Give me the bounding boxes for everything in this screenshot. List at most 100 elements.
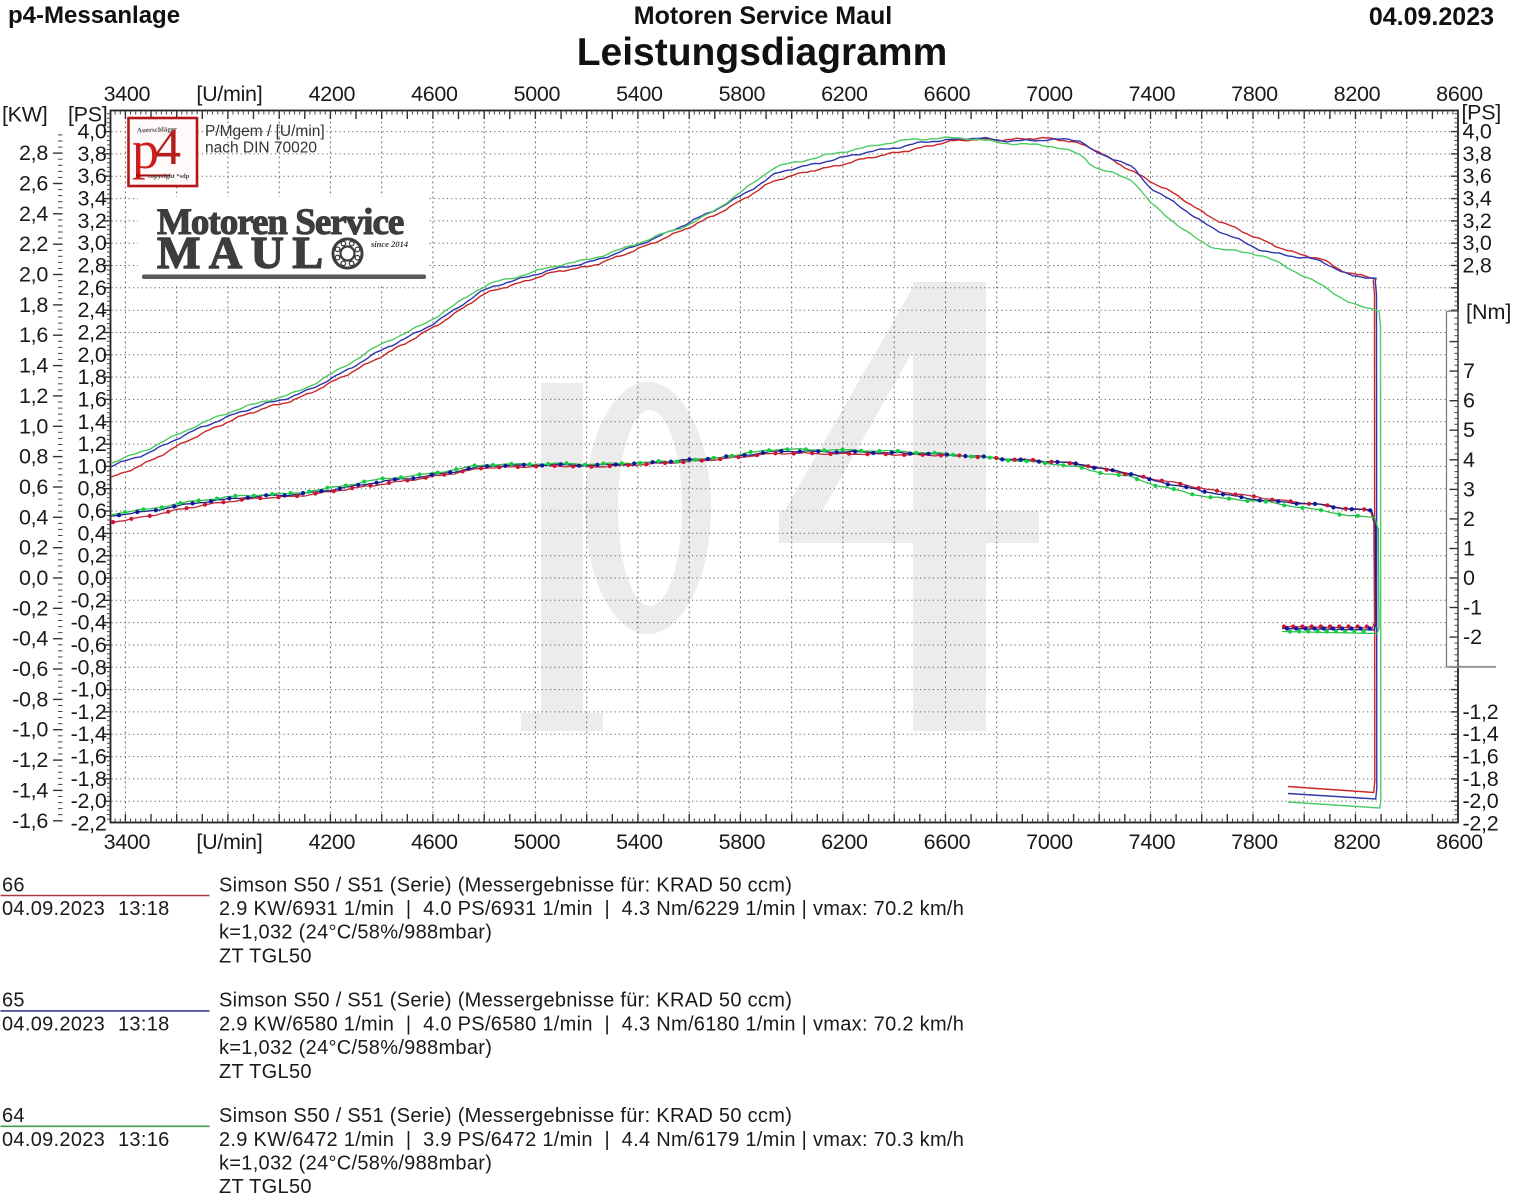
svg-text:2,8: 2,8 — [1463, 254, 1492, 278]
svg-text:0,8: 0,8 — [78, 477, 107, 501]
svg-text:1,0: 1,0 — [78, 454, 107, 478]
svg-text:-1,6: -1,6 — [12, 809, 48, 833]
svg-text:copyright *sdp: copyright *sdp — [148, 173, 190, 180]
svg-text:8200: 8200 — [1334, 830, 1381, 854]
svg-text:3400: 3400 — [104, 830, 151, 854]
svg-text:65: 65 — [2, 990, 25, 1012]
svg-text:4200: 4200 — [309, 830, 356, 854]
svg-text:-0,2: -0,2 — [12, 596, 48, 620]
svg-text:-1,4: -1,4 — [1463, 722, 1499, 746]
svg-text:13:16: 13:16 — [118, 1129, 170, 1151]
svg-text:2,6: 2,6 — [19, 172, 48, 196]
svg-text:2,6: 2,6 — [78, 276, 107, 300]
svg-text:1,4: 1,4 — [19, 354, 48, 378]
svg-text:7800: 7800 — [1231, 82, 1278, 106]
svg-text:3,4: 3,4 — [1463, 187, 1492, 211]
svg-text:-1,2: -1,2 — [1463, 700, 1499, 724]
svg-text:-0,4: -0,4 — [71, 611, 107, 635]
svg-text:66: 66 — [2, 874, 25, 896]
svg-text:1,6: 1,6 — [78, 387, 107, 411]
svg-text:ZT TGL50: ZT TGL50 — [219, 945, 312, 967]
svg-text:0,4: 0,4 — [19, 505, 48, 529]
svg-text:4: 4 — [1463, 448, 1475, 472]
svg-text:Simson S50 / S51 (Serie) (Mess: Simson S50 / S51 (Serie) (Messergebnisse… — [219, 874, 792, 896]
svg-text:6: 6 — [1463, 389, 1475, 413]
svg-text:1,2: 1,2 — [78, 432, 107, 456]
svg-text:1,0: 1,0 — [19, 414, 48, 438]
svg-text:2,4: 2,4 — [19, 202, 48, 226]
svg-text:0,0: 0,0 — [78, 566, 107, 590]
svg-text:1,6: 1,6 — [19, 323, 48, 347]
svg-text:P/Mgem / [U/min]: P/Mgem / [U/min] — [205, 123, 325, 140]
svg-text:-1,0: -1,0 — [71, 678, 107, 702]
svg-text:Auerschläger: Auerschläger — [137, 125, 177, 134]
svg-text:4: 4 — [155, 119, 181, 176]
svg-text:3,2: 3,2 — [78, 209, 107, 233]
svg-text:0: 0 — [1463, 566, 1475, 590]
svg-text:[U/min]: [U/min] — [196, 830, 262, 854]
svg-text:1,8: 1,8 — [19, 293, 48, 317]
svg-text:3: 3 — [1463, 477, 1475, 501]
svg-text:4,0: 4,0 — [1463, 120, 1492, 144]
svg-text:2,8: 2,8 — [19, 141, 48, 165]
svg-text:nach DIN 70020: nach DIN 70020 — [205, 140, 317, 157]
svg-text:ZT TGL50: ZT TGL50 — [219, 1061, 312, 1083]
svg-text:3,2: 3,2 — [1463, 209, 1492, 233]
svg-text:3400: 3400 — [104, 82, 151, 106]
svg-text:2,2: 2,2 — [19, 232, 48, 256]
svg-text:-1,6: -1,6 — [71, 745, 107, 769]
svg-text:7000: 7000 — [1026, 82, 1073, 106]
svg-text:-2,0: -2,0 — [71, 789, 107, 813]
svg-text:6600: 6600 — [924, 830, 971, 854]
svg-text:Motoren Service Maul: Motoren Service Maul — [634, 2, 892, 30]
svg-text:1,4: 1,4 — [78, 410, 107, 434]
svg-text:-0,6: -0,6 — [12, 657, 48, 681]
svg-text:[PS]: [PS] — [1462, 101, 1501, 125]
svg-text:k=1,032 (24°C/58%/988mbar): k=1,032 (24°C/58%/988mbar) — [219, 1153, 492, 1175]
svg-text:64: 64 — [2, 1105, 25, 1127]
svg-text:3,0: 3,0 — [78, 231, 107, 255]
svg-text:0,0: 0,0 — [19, 566, 48, 590]
svg-text:Leistungsdiagramm: Leistungsdiagramm — [577, 31, 948, 74]
svg-text:p: p — [132, 120, 159, 180]
svg-text:-1,8: -1,8 — [1463, 767, 1499, 791]
svg-text:8600: 8600 — [1436, 82, 1483, 106]
svg-text:[KW]: [KW] — [2, 103, 47, 127]
svg-text:8600: 8600 — [1436, 830, 1483, 854]
svg-text:7400: 7400 — [1129, 82, 1176, 106]
svg-text:-2,2: -2,2 — [1463, 812, 1499, 836]
svg-text:7400: 7400 — [1129, 830, 1176, 854]
svg-text:3,6: 3,6 — [1463, 164, 1492, 188]
svg-text:-0,8: -0,8 — [71, 655, 107, 679]
svg-text:4600: 4600 — [411, 830, 458, 854]
svg-text:k=1,032 (24°C/58%/988mbar): k=1,032 (24°C/58%/988mbar) — [219, 922, 492, 944]
svg-text:-1,4: -1,4 — [71, 722, 107, 746]
svg-text:0,2: 0,2 — [78, 544, 107, 568]
svg-text:-1,6: -1,6 — [1463, 745, 1499, 769]
svg-text:3,0: 3,0 — [1463, 231, 1492, 255]
svg-text:3,8: 3,8 — [78, 142, 107, 166]
svg-text:4200: 4200 — [309, 82, 356, 106]
svg-text:7000: 7000 — [1026, 830, 1073, 854]
svg-text:2: 2 — [1463, 507, 1475, 531]
svg-text:1: 1 — [1463, 537, 1475, 561]
svg-text:04.09.2023: 04.09.2023 — [1369, 3, 1494, 31]
svg-text:0,2: 0,2 — [19, 536, 48, 560]
svg-text:-1: -1 — [1463, 596, 1482, 620]
svg-text:0,6: 0,6 — [78, 499, 107, 523]
svg-text:2,8: 2,8 — [78, 254, 107, 278]
svg-text:[U/min]: [U/min] — [196, 82, 262, 106]
svg-text:-2,0: -2,0 — [1463, 789, 1499, 813]
svg-text:13:18: 13:18 — [118, 1013, 170, 1035]
svg-text:4600: 4600 — [411, 82, 458, 106]
svg-text:04.09.2023: 04.09.2023 — [2, 1129, 105, 1151]
svg-text:-1,2: -1,2 — [12, 748, 48, 772]
svg-text:2,4: 2,4 — [78, 298, 107, 322]
svg-text:0,4: 0,4 — [78, 521, 107, 545]
svg-text:2,0: 2,0 — [19, 263, 48, 287]
svg-text:2.9 KW/6472 1/min | 3.9 PS/6: 2.9 KW/6472 1/min | 3.9 PS/6472 1/min | … — [219, 1129, 964, 1151]
svg-text:3,6: 3,6 — [78, 164, 107, 188]
svg-text:04.09.2023: 04.09.2023 — [2, 1013, 105, 1035]
svg-text:2.9 KW/6931 1/min | 4.0 PS/6: 2.9 KW/6931 1/min | 4.0 PS/6931 1/min | … — [219, 898, 964, 920]
svg-text:6200: 6200 — [821, 82, 868, 106]
